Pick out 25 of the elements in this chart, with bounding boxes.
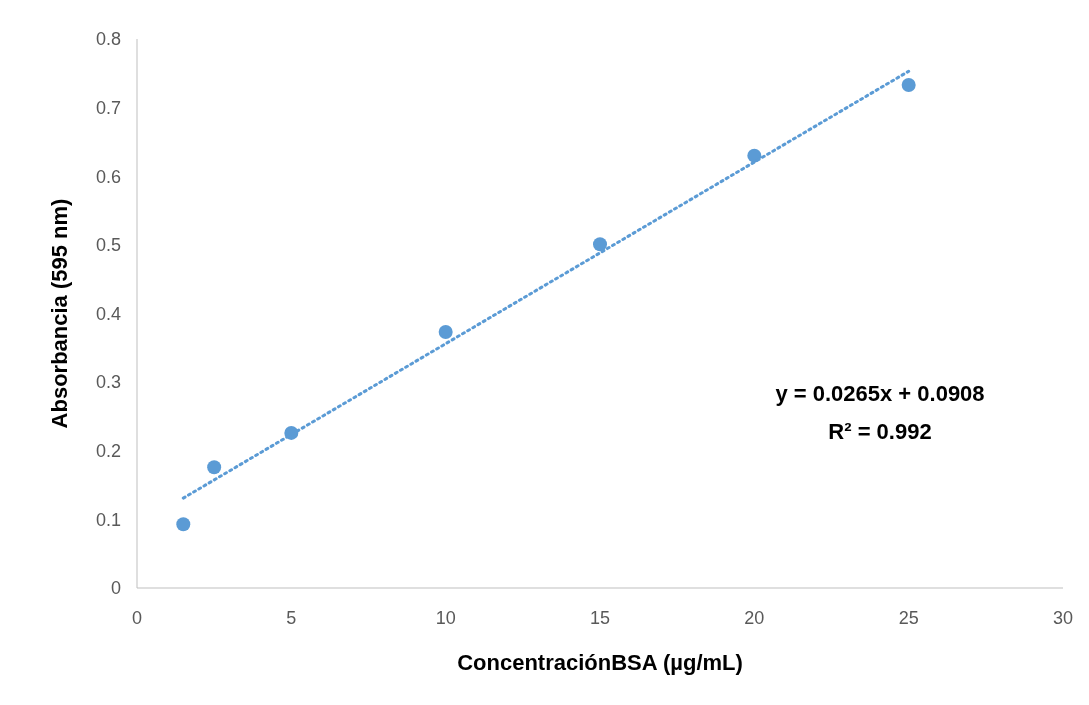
annotation: R² = 0.992 xyxy=(828,419,932,444)
y-tick-label: 0.7 xyxy=(95,97,121,118)
y-tick-label: 0.3 xyxy=(95,372,121,393)
point xyxy=(438,325,453,340)
point xyxy=(207,460,222,475)
point xyxy=(176,517,191,532)
y-tick-label: 0.2 xyxy=(95,441,121,462)
x-tick-label: 15 xyxy=(589,608,611,628)
y-tick-label: 0.1 xyxy=(95,509,121,530)
x-tick-label: 5 xyxy=(286,608,297,628)
y-axis-title: Absorbancia (595 nm) xyxy=(47,198,72,429)
x-tick-label: 25 xyxy=(898,608,919,628)
y-tick-label: 0.4 xyxy=(95,303,121,324)
x-tick-label: 30 xyxy=(1052,608,1074,628)
annotation: y = 0.0265x + 0.0908 xyxy=(775,381,985,406)
x-axis-title: ConcentraciónBSA (µg/mL) xyxy=(457,650,743,675)
y-tick-label: 0.5 xyxy=(95,235,121,256)
x-tick-label: 0 xyxy=(131,608,143,628)
x-tick-label: 10 xyxy=(435,608,456,628)
point xyxy=(593,237,607,252)
x-tick-label: 20 xyxy=(744,608,765,628)
y-tick-label: 0 xyxy=(110,578,121,599)
y-tick-label: 0.6 xyxy=(95,166,121,187)
point xyxy=(901,77,916,92)
y-tick-label: 0.8 xyxy=(95,29,121,50)
